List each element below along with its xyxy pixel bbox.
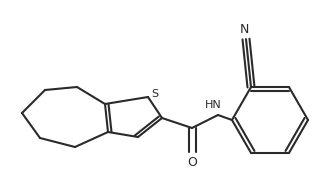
Text: O: O bbox=[187, 155, 197, 169]
Text: HN: HN bbox=[205, 100, 221, 110]
Text: S: S bbox=[152, 89, 159, 99]
Text: N: N bbox=[239, 23, 249, 36]
